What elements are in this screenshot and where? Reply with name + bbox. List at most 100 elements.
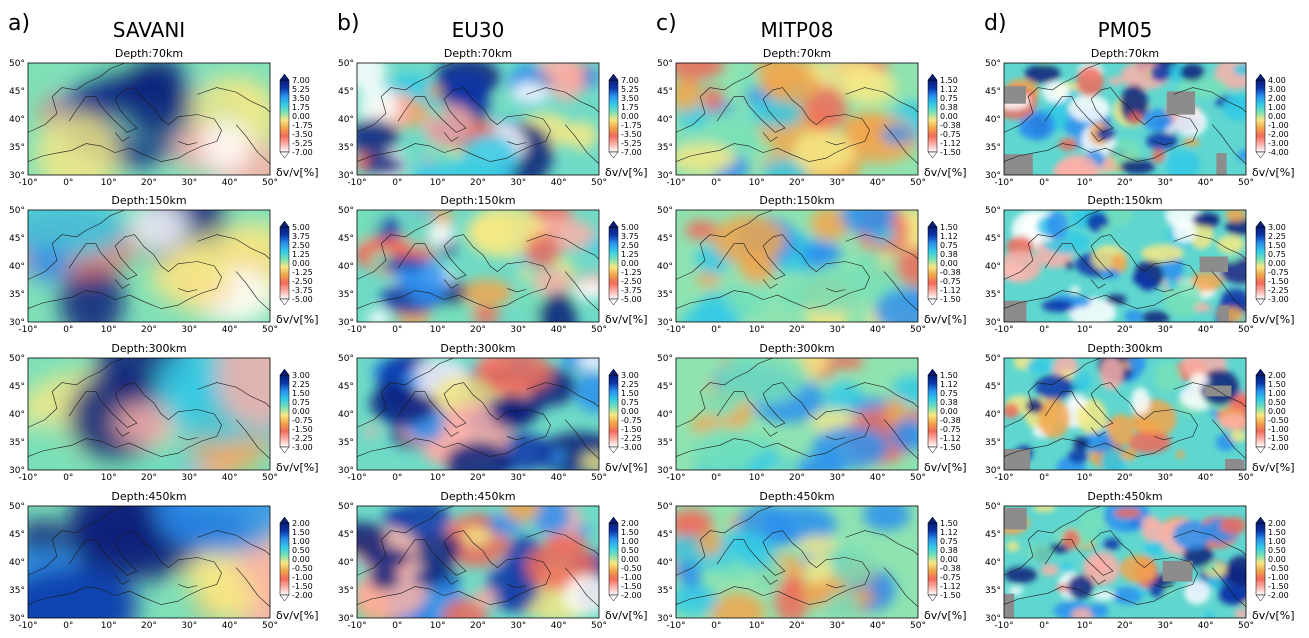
colorbar-min-arrow	[1255, 446, 1266, 454]
colorbar-gradient	[279, 79, 290, 153]
colorbar-tick-label: -0.75	[940, 425, 961, 434]
depth-title: Depth:450km	[440, 490, 515, 503]
lat-tick-label: 40°	[985, 558, 1001, 568]
coastline	[506, 141, 527, 146]
colorbar: 1.501.120.750.380.00-0.38-0.75-1.12-1.50…	[924, 220, 967, 326]
lon-tick-label: 20°	[789, 325, 805, 335]
lat-tick-label: 45°	[985, 87, 1001, 97]
colorbar-tick-label: 2.50	[292, 241, 310, 250]
coastline	[506, 288, 527, 293]
colorbar-tick-label: -3.50	[292, 130, 313, 139]
nodata-patch	[1166, 91, 1196, 115]
lon-tick-label: 40°	[870, 178, 886, 188]
coastline	[357, 530, 551, 605]
lon-tick-label: 40°	[1198, 473, 1214, 483]
coastline	[235, 271, 270, 312]
colorbar-tick-label: -2.00	[292, 591, 313, 600]
coastline	[676, 210, 773, 280]
coastline	[1173, 234, 1246, 260]
lon-tick-label: 30°	[829, 325, 845, 335]
colorbar-tick-label: 2.00	[1268, 519, 1286, 528]
lat-tick-label: 40°	[9, 410, 25, 420]
lon-tick-label: 50°	[591, 325, 607, 335]
colorbar-label: δv/v[%]	[924, 313, 967, 326]
lat-tick-label: 50°	[338, 502, 354, 512]
colorbar-tick-label: 0.00	[1268, 112, 1286, 121]
lon-tick-label: 0°	[63, 473, 73, 483]
colorbar-tick-label: 0.50	[621, 546, 639, 555]
coastline	[197, 382, 270, 408]
lat-tick-label: 45°	[338, 87, 354, 97]
nodata-patch	[1229, 459, 1245, 470]
colorbar-tick-label: 3.50	[292, 94, 310, 103]
colorbar-tick-label: 1.00	[1268, 389, 1286, 398]
coastline	[1090, 279, 1106, 289]
colorbar-tick-label: 2.50	[621, 241, 639, 250]
nodata-patch	[1004, 160, 1033, 175]
colorbar-max-arrow	[1255, 73, 1266, 81]
lat-tick-label: 35°	[657, 290, 673, 300]
colorbar-tick-label: 3.00	[1268, 223, 1286, 232]
lat-tick-label: 45°	[657, 87, 673, 97]
lon-tick-label: -10°	[347, 325, 366, 335]
coastline	[357, 358, 454, 428]
colorbar-tick-label: -4.00	[1268, 148, 1289, 157]
colorbar-label: δv/v[%]	[276, 461, 319, 474]
coastline	[28, 358, 125, 428]
colorbar-tick-label: 0.00	[621, 407, 639, 416]
lon-tick-label: 30°	[1157, 178, 1173, 188]
colorbar-tick-label: -1.50	[940, 591, 961, 600]
colorbar-max-arrow	[279, 368, 290, 376]
coastline	[1211, 419, 1246, 460]
lat-tick-label: 35°	[9, 290, 25, 300]
lon-tick-label: -10°	[666, 621, 685, 631]
lat-tick-label: 50°	[657, 354, 673, 364]
colorbar-label: δv/v[%]	[276, 166, 319, 179]
lon-tick-label: 0°	[711, 621, 721, 631]
model-name-2: MITP08	[761, 18, 834, 42]
coastline	[845, 234, 918, 260]
colorbar-gradient	[1255, 374, 1266, 448]
colorbar-tick-label: 2.00	[621, 519, 639, 528]
colorbar-tick-label: 0.00	[292, 407, 310, 416]
colorbar-tick-label: 1.00	[1268, 103, 1286, 112]
map-frame	[675, 357, 919, 471]
colorbar-tick-label: -3.50	[621, 130, 642, 139]
model-name-1: EU30	[452, 18, 505, 42]
lon-tick-label: 20°	[1117, 178, 1133, 188]
coastline	[177, 436, 198, 441]
depth-title: Depth:450km	[111, 490, 186, 503]
colorbar-label: δv/v[%]	[1252, 166, 1295, 179]
colorbar-max-arrow	[279, 73, 290, 81]
coastline	[357, 234, 551, 309]
coastline	[1153, 141, 1174, 146]
lon-tick-label: -10°	[347, 621, 366, 631]
coastline	[883, 567, 918, 608]
depth-title: Depth:70km	[1091, 47, 1159, 60]
colorbar-label: δv/v[%]	[605, 313, 648, 326]
colorbar-max-arrow	[279, 220, 290, 228]
colorbar-tick-label: -1.00	[621, 573, 642, 582]
colorbar-tick-label: 0.38	[940, 103, 958, 112]
colorbar-tick-label: 7.00	[621, 76, 639, 85]
colorbar: 1.501.120.750.380.00-0.38-0.75-1.12-1.50…	[924, 368, 967, 474]
colorbar-max-arrow	[927, 368, 938, 376]
coastline	[197, 530, 270, 556]
colorbar-tick-label: -1.50	[292, 582, 313, 591]
nodata-patch	[1004, 86, 1026, 104]
colorbar-gradient	[927, 374, 938, 448]
map-frame	[675, 505, 919, 619]
lon-tick-label: 40°	[222, 325, 238, 335]
lat-tick-label: 50°	[657, 502, 673, 512]
lon-tick-label: -10°	[994, 178, 1013, 188]
colorbar-tick-label: 0.75	[940, 241, 958, 250]
coastline	[526, 87, 599, 113]
lon-tick-label: 50°	[910, 621, 926, 631]
colorbar-label: δv/v[%]	[1252, 609, 1295, 622]
map-frame	[1003, 505, 1247, 619]
lon-tick-label: 20°	[789, 621, 805, 631]
lon-tick-label: 0°	[711, 325, 721, 335]
